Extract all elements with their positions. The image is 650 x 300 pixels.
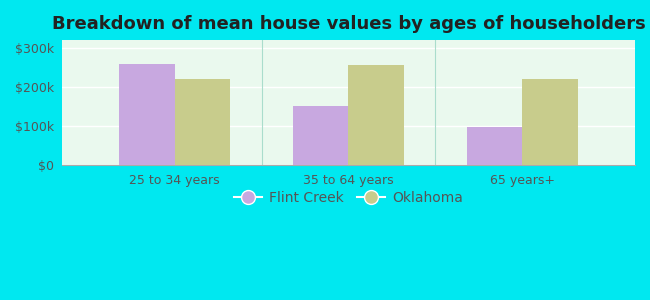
Title: Breakdown of mean house values by ages of householders: Breakdown of mean house values by ages o… <box>51 15 645 33</box>
Bar <box>522 79 578 165</box>
Bar <box>467 127 522 165</box>
Legend: Flint Creek, Oklahoma: Flint Creek, Oklahoma <box>228 185 469 210</box>
Bar <box>348 65 404 165</box>
Bar <box>175 79 230 165</box>
Bar <box>119 64 175 165</box>
Bar <box>292 106 348 165</box>
